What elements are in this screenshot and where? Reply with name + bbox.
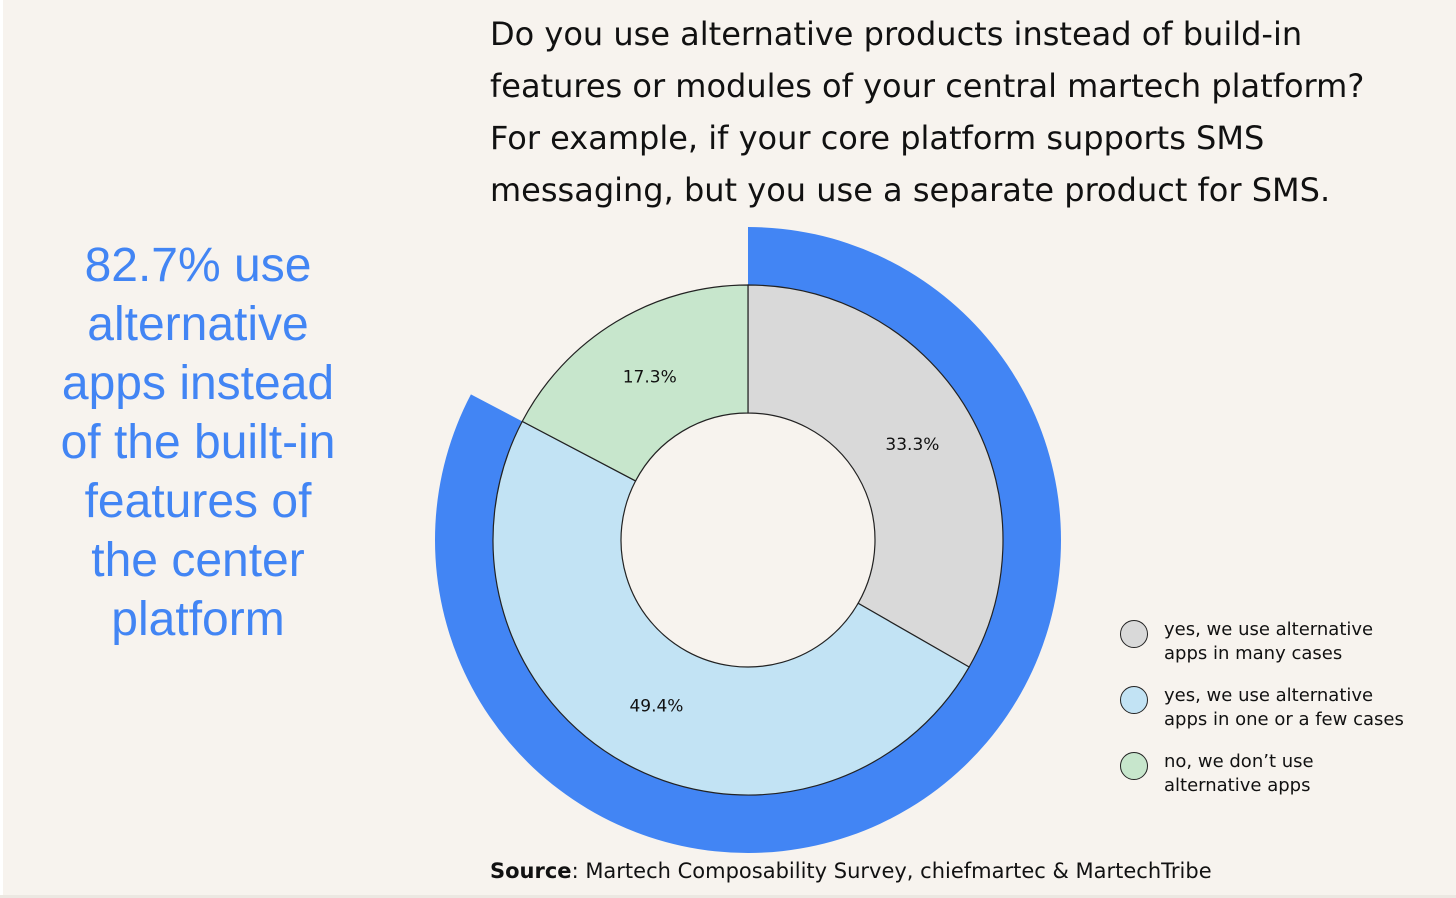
slice-few-cases — [492, 420, 970, 796]
legend-item-no-alternative: no, we don’t use alternative apps — [1120, 750, 1440, 816]
slice-data-label: 17.3% — [623, 367, 677, 387]
legend-swatch-icon — [1120, 686, 1148, 714]
chart-legend: yes, we use alternative apps in many cas… — [1120, 618, 1440, 816]
legend-swatch-icon — [1120, 752, 1148, 780]
chart-question-title: Do you use alternative products instead … — [490, 15, 1365, 209]
slice-data-label: 33.3% — [885, 435, 939, 455]
slice-no-alternative — [521, 284, 749, 482]
legend-swatch-icon — [1120, 620, 1148, 648]
slice-many-cases — [747, 284, 1004, 668]
source-text: : Martech Composability Survey, chiefmar… — [571, 859, 1212, 883]
highlight-callout-text: 82.7% use alternative apps instead of th… — [60, 239, 336, 646]
legend-label: yes, we use alternative apps in many cas… — [1164, 619, 1374, 664]
legend-item-few-cases: yes, we use alternative apps in one or a… — [1120, 684, 1440, 750]
source-key: Source — [490, 859, 572, 883]
slice-data-label: 49.4% — [629, 696, 683, 716]
legend-label: yes, we use alternative apps in one or a… — [1164, 685, 1404, 730]
donut-chart: 33.3% 49.4% 17.3% — [435, 227, 1061, 853]
legend-item-many-cases: yes, we use alternative apps in many cas… — [1120, 618, 1440, 684]
bottom-edge-divider — [0, 895, 1456, 898]
legend-label: no, we don’t use alternative apps — [1164, 751, 1314, 796]
left-edge-divider — [0, 0, 3, 898]
source-citation: Source: Martech Composability Survey, ch… — [490, 859, 1212, 883]
